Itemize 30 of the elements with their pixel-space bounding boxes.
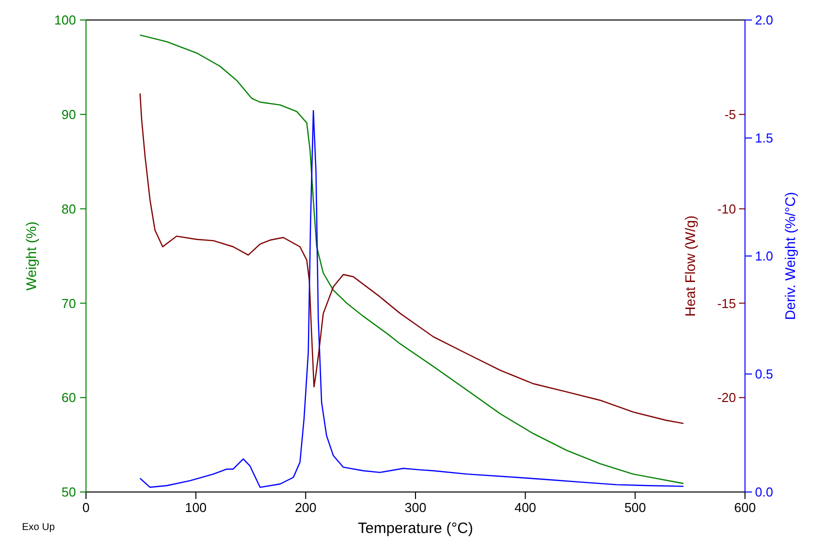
y-tick-label: 60 [62,390,76,406]
y2-tick-label: -20 [717,390,736,406]
y2-axis-title: Heat Flow (W/g) [682,215,698,317]
x-axis-title: Temperature (°C) [358,520,474,537]
y3-tick-label: 1.0 [755,248,774,264]
x-tick-label: 400 [514,500,536,515]
y2-tick-label: -10 [717,201,736,216]
y3-tick-label: 0.5 [755,366,774,382]
y-tick-label: 70 [62,296,76,311]
line-series [139,92,684,424]
x-tick-label: 300 [404,500,426,515]
x-tick-label: 0 [82,500,90,515]
y2-tick-label: -15 [717,296,736,311]
text: Exo Up [22,522,56,533]
y3-axis-title: Deriv. Weight (%/°C) [782,192,798,320]
x-tick-label: 600 [734,500,756,515]
x-tick-label: 500 [624,500,646,515]
line-series [139,34,684,484]
y-axis-title: Weight (%) [23,222,39,290]
y-tick-label: 50 [62,484,76,500]
y-tick-label: 100 [54,12,76,28]
x-tick-label: 100 [184,500,207,515]
y-tick-label: 90 [62,106,76,122]
y2-tick-label: -5 [724,106,736,122]
y3-tick-label: 0.0 [755,484,774,500]
y-tick-label: 80 [62,201,76,216]
line-series [139,110,684,488]
y3-tick-label: 2.0 [755,12,774,28]
y3-tick-label: 1.5 [755,130,774,146]
x-tick-label: 200 [294,500,317,515]
